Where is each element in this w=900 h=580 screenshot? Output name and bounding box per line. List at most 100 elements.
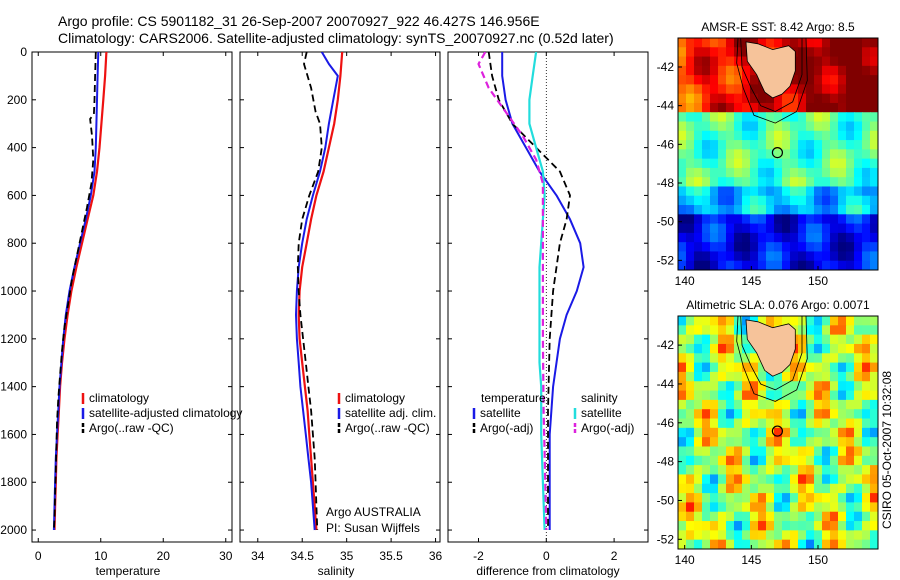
map-cell [702, 493, 711, 503]
map-cell [846, 427, 855, 438]
map-cell [838, 381, 847, 392]
map-cell [702, 65, 711, 76]
map-cell [718, 260, 727, 270]
map-cell [822, 465, 831, 476]
map-cell [726, 223, 735, 234]
map-cell [726, 521, 735, 531]
map-cell [814, 399, 823, 410]
map-cell [750, 251, 759, 262]
map-cell [702, 371, 711, 382]
map-cell [774, 371, 783, 382]
map-cell [846, 251, 855, 262]
map-cell [854, 521, 863, 531]
map-cell [790, 390, 799, 401]
map-cell [782, 493, 791, 503]
legend-satellite-adjusted-label: satellite-adjusted climatology [89, 406, 242, 420]
map-cell [846, 325, 855, 336]
map-cell [790, 502, 799, 513]
map-cell [758, 167, 767, 178]
map-cell [718, 195, 727, 206]
map-cell [806, 409, 815, 420]
map-cell [862, 437, 871, 448]
map-cell [846, 539, 855, 549]
map-cell [790, 102, 799, 113]
map-cell [726, 437, 735, 448]
map-cell [814, 530, 823, 541]
map-cell [806, 186, 815, 197]
map-cell [726, 205, 735, 215]
map-cell [806, 530, 815, 541]
map-cell [862, 167, 871, 178]
map-cell [822, 474, 831, 485]
map-cell [830, 362, 839, 373]
map-cell [710, 177, 719, 188]
map-cell [798, 455, 807, 466]
map-cell [758, 186, 767, 197]
map-cell [686, 195, 695, 206]
map-cell [870, 84, 878, 95]
map-cell [758, 371, 767, 382]
map-cell [830, 93, 839, 104]
map-cell [790, 418, 799, 429]
map-cell [686, 251, 695, 262]
map-cell [854, 251, 863, 262]
map-cell [830, 381, 839, 392]
y-tick-label: 200 [7, 93, 27, 107]
map-cell [686, 474, 695, 485]
map-cell [830, 409, 839, 420]
map-cell [782, 38, 791, 48]
map-cell [726, 362, 735, 373]
map-cell [814, 493, 823, 503]
map-cell [782, 102, 791, 113]
map-cell [734, 427, 743, 438]
map-cell [774, 158, 783, 169]
x-tick-label: 34 [251, 549, 265, 563]
map-cell [702, 38, 711, 48]
map-cell [814, 437, 823, 448]
map-cell [726, 140, 735, 150]
map-cell [694, 47, 703, 58]
map-cell [718, 539, 727, 549]
map-cell [694, 334, 703, 345]
map-cell [774, 446, 783, 457]
map-cell [710, 140, 719, 150]
map-cell [686, 353, 695, 364]
map-cell [766, 112, 775, 123]
map-cell [806, 65, 815, 76]
map-cell [686, 205, 695, 215]
map-cell [726, 530, 735, 541]
map-cell [862, 362, 871, 373]
map-cell [750, 390, 759, 401]
map-cell [734, 167, 743, 178]
map-cell [742, 362, 751, 373]
map-cell [694, 84, 703, 95]
map-cell [678, 47, 687, 58]
map-cell [838, 93, 847, 104]
map-cell [678, 511, 687, 522]
map-cell [822, 102, 831, 113]
map-cell [710, 186, 719, 197]
map-cell [718, 381, 727, 392]
map-cell [870, 232, 878, 243]
map-cell [726, 112, 735, 123]
map-cell [702, 251, 711, 262]
map-cell [694, 195, 703, 206]
map-cell [806, 232, 815, 243]
map-cell [718, 130, 727, 141]
map-cell [750, 418, 759, 429]
map-cell [838, 84, 847, 95]
map-cell [758, 223, 767, 234]
map-cell [846, 260, 855, 270]
map-cell [750, 446, 759, 457]
map-cell [774, 140, 783, 150]
map-cell [806, 371, 815, 382]
map-cell [726, 65, 735, 76]
salinity-xlabel: salinity [318, 564, 355, 578]
map-cell [846, 121, 855, 132]
map-cell [838, 177, 847, 188]
map-cell [686, 316, 695, 326]
map-cell [790, 437, 799, 448]
map-cell [758, 427, 767, 438]
map-cell [870, 446, 878, 457]
map-cell [774, 530, 783, 541]
